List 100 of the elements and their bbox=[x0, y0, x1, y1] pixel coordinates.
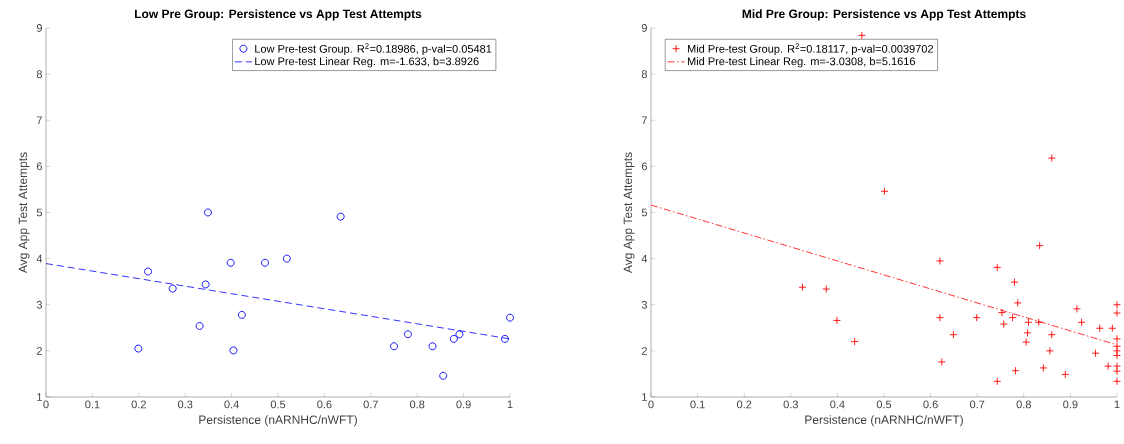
point bbox=[1113, 351, 1121, 360]
x-tick-label: 0.4 bbox=[224, 400, 239, 409]
point bbox=[1023, 328, 1032, 337]
x-tick-label: 0.2 bbox=[131, 400, 146, 409]
legend-label: Low Pre-test Linear Reg. m=-1.633, b=3.8926 bbox=[255, 57, 479, 68]
point bbox=[1072, 304, 1081, 313]
point bbox=[972, 313, 981, 322]
point bbox=[935, 313, 944, 322]
chart-title: Low Pre Group: Persistence vs App Test Attempts bbox=[135, 9, 422, 21]
y-tick-label: 5 bbox=[641, 208, 647, 217]
point bbox=[999, 320, 1008, 329]
point bbox=[1039, 363, 1048, 372]
point bbox=[226, 258, 235, 267]
point bbox=[1113, 346, 1121, 355]
x-tick-label: 0 bbox=[43, 400, 49, 409]
x-tick-label: 0.5 bbox=[270, 400, 286, 409]
point bbox=[1113, 367, 1121, 376]
y-axis-title: Avg App Test Attempts bbox=[623, 152, 635, 274]
point bbox=[506, 313, 514, 322]
point bbox=[1034, 318, 1043, 327]
point bbox=[832, 316, 841, 325]
point bbox=[1077, 318, 1086, 327]
point bbox=[949, 330, 958, 339]
y-tick-label: 8 bbox=[641, 70, 647, 79]
point bbox=[282, 254, 291, 263]
legend-label: Low Pre-test Group. R$^{2}$=0.18986, p-val=0.05481 bbox=[255, 43, 492, 55]
y-tick-label: 2 bbox=[641, 347, 647, 355]
y-tick-label: 8 bbox=[36, 70, 42, 79]
x-tick-label: 0.7 bbox=[969, 400, 985, 409]
x-tick-label: 0.1 bbox=[690, 400, 705, 409]
point bbox=[1045, 346, 1054, 355]
point bbox=[822, 285, 831, 294]
x-tick-label: 0.7 bbox=[363, 400, 378, 409]
point bbox=[201, 280, 210, 289]
y-tick-label: 1 bbox=[642, 393, 647, 401]
point bbox=[1113, 300, 1121, 309]
y-tick-label: 9 bbox=[641, 24, 647, 32]
point bbox=[237, 310, 246, 319]
y-tick-label: 4 bbox=[36, 254, 43, 263]
point bbox=[993, 377, 1002, 386]
point bbox=[144, 267, 153, 276]
x-tick-label: 0.9 bbox=[456, 400, 471, 409]
y-tick-label: 1 bbox=[37, 393, 42, 401]
point bbox=[1008, 313, 1017, 322]
point bbox=[336, 212, 345, 221]
y-tick-label: 5 bbox=[36, 208, 43, 217]
y-tick-label: 4 bbox=[641, 254, 648, 263]
x-tick-label: 0.2 bbox=[736, 400, 752, 409]
point bbox=[1047, 154, 1056, 163]
point bbox=[1047, 330, 1056, 339]
x-axis-title: Persistence (nARNHC/nWFT) bbox=[805, 415, 963, 427]
x-tick-label: 0.3 bbox=[783, 400, 798, 409]
point bbox=[449, 334, 458, 343]
point bbox=[997, 308, 1006, 317]
x-tick-label: 0.3 bbox=[177, 400, 193, 409]
point bbox=[1113, 362, 1121, 371]
point bbox=[1113, 334, 1121, 343]
y-tick-label: 7 bbox=[641, 116, 647, 125]
legend-label: Mid Pre-test Linear Reg. m=-3.0308, b=5.1616 bbox=[687, 57, 916, 68]
point bbox=[993, 263, 1002, 272]
point bbox=[439, 371, 448, 380]
point bbox=[261, 258, 269, 267]
x-tick-label: 0.6 bbox=[317, 400, 332, 409]
point bbox=[168, 284, 177, 293]
chart-title: Mid Pre Group: Persistence vs App Test Attempts bbox=[742, 9, 1026, 21]
x-tick-label: 0.9 bbox=[1063, 400, 1078, 409]
x-tick-label: 0 bbox=[648, 400, 654, 409]
point bbox=[500, 334, 509, 343]
y-tick-label: 3 bbox=[641, 300, 647, 309]
x-tick-label: 0.5 bbox=[876, 400, 892, 409]
y-tick-label: 7 bbox=[36, 116, 42, 125]
y-tick-label: 3 bbox=[36, 300, 42, 309]
y-tick-label: 6 bbox=[36, 162, 42, 171]
point bbox=[880, 187, 889, 196]
point bbox=[798, 283, 807, 292]
x-tick-label: 1 bbox=[507, 400, 513, 409]
x-tick-label: 1 bbox=[1114, 400, 1120, 409]
point bbox=[1113, 309, 1121, 317]
point bbox=[1013, 298, 1022, 307]
point bbox=[1108, 324, 1117, 333]
point bbox=[1010, 278, 1019, 287]
point bbox=[1095, 324, 1104, 333]
y-tick-label: 6 bbox=[641, 162, 647, 171]
point bbox=[935, 256, 944, 265]
x-tick-label: 0.8 bbox=[409, 400, 425, 409]
point bbox=[1035, 241, 1044, 250]
x-tick-label: 0.6 bbox=[923, 400, 938, 409]
point bbox=[390, 342, 398, 351]
point bbox=[195, 322, 204, 330]
point bbox=[850, 337, 859, 346]
point bbox=[1022, 338, 1031, 347]
point bbox=[857, 31, 866, 40]
point bbox=[1104, 362, 1113, 371]
point bbox=[134, 344, 143, 353]
point bbox=[1011, 366, 1020, 375]
x-tick-label: 0.8 bbox=[1016, 400, 1031, 409]
point bbox=[937, 357, 946, 366]
point bbox=[1024, 318, 1033, 327]
point bbox=[204, 208, 212, 217]
legend-label: Mid Pre-test Group. R$^{2}$=0.18117, p-val=0.0039702 bbox=[687, 43, 933, 55]
